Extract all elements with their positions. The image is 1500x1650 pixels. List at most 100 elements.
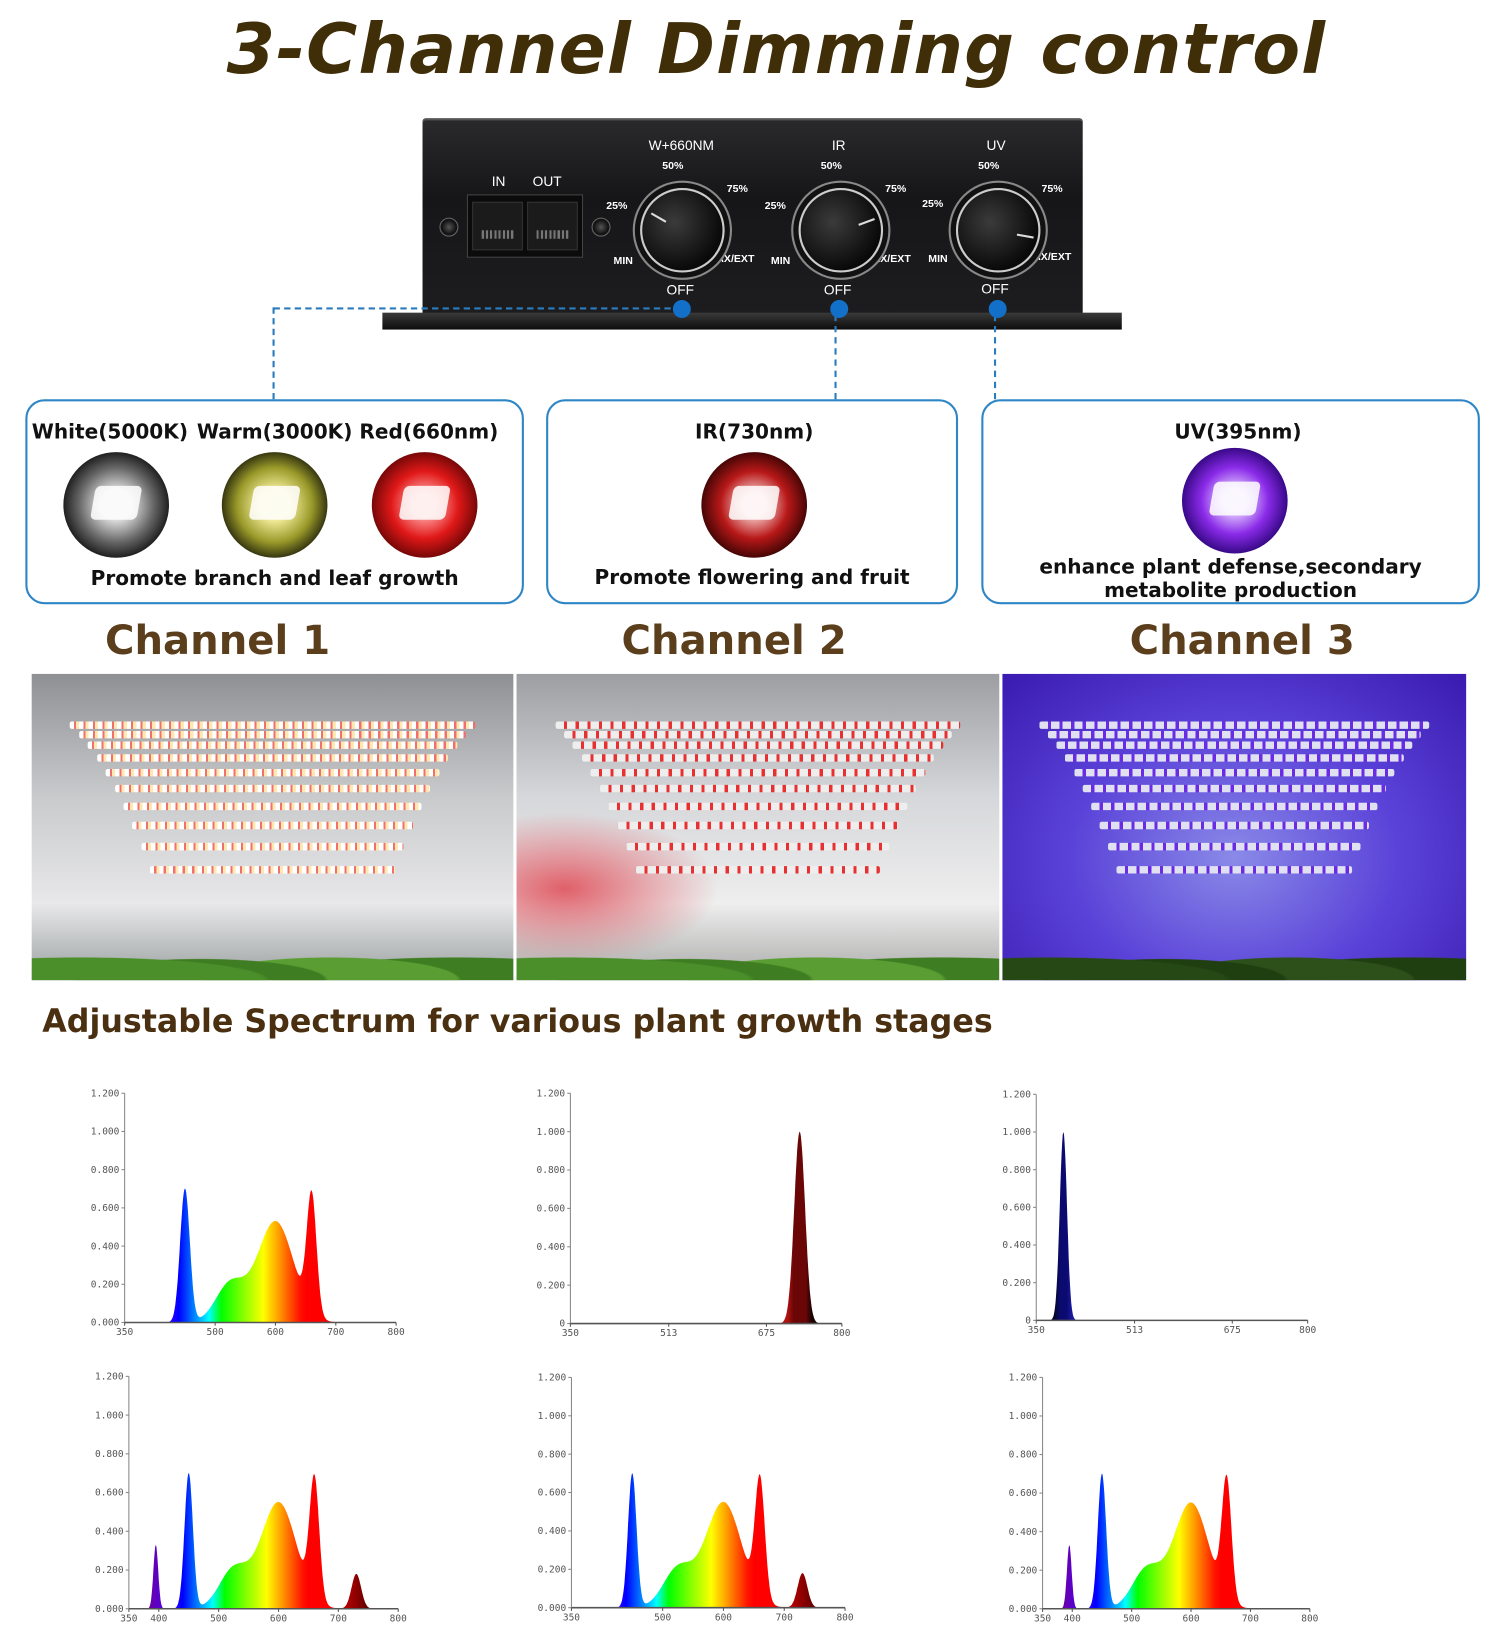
screw-icon — [439, 217, 459, 237]
x-tick-label: 675 — [1224, 1325, 1241, 1336]
x-tick-label: 350 — [563, 1612, 580, 1623]
x-tick-label: 350 — [562, 1328, 579, 1339]
y-tick-label: 1.200 — [538, 1373, 567, 1384]
y-tick-label: 1.000 — [537, 1127, 566, 1138]
tick-75: 75% — [885, 183, 907, 196]
y-tick-label: 1.200 — [91, 1088, 120, 1099]
y-tick-label: 0.200 — [1002, 1278, 1031, 1289]
y-tick-label: 1.000 — [538, 1411, 567, 1422]
channel-2-heading: Channel 2 — [621, 616, 847, 664]
y-tick-label: 0.800 — [538, 1449, 567, 1460]
light-bar — [70, 721, 475, 729]
connector-dot — [988, 299, 1007, 318]
port-out[interactable] — [527, 201, 578, 251]
tick-off: OFF — [823, 282, 852, 298]
y-tick-label: 0 — [559, 1319, 565, 1330]
spectrum-area — [571, 1473, 846, 1608]
y-tick-label: 0.200 — [91, 1279, 120, 1290]
light-bar — [79, 730, 466, 739]
light-bar — [88, 741, 458, 750]
light-bar — [564, 730, 952, 739]
channel-3-photo — [1002, 673, 1467, 981]
y-tick-label: 0.000 — [538, 1603, 567, 1614]
plants — [1002, 927, 1467, 981]
y-tick-label: 0.000 — [1009, 1604, 1038, 1615]
channel-description: Promote branch and leaf growth — [90, 567, 459, 591]
y-tick-label: 1.200 — [537, 1088, 566, 1099]
spectrum-area — [128, 1472, 399, 1609]
y-tick-label: 0.200 — [1009, 1565, 1038, 1576]
tick-off: OFF — [981, 280, 1009, 297]
channel-2-card: IR(730nm) Promote flowering and fruit — [546, 399, 959, 605]
tick-50: 50% — [820, 160, 842, 173]
x-tick-label: 600 — [715, 1612, 732, 1623]
knob-label: IR — [831, 137, 846, 154]
led-label-white: White(5000K) — [31, 420, 188, 444]
tick-max: MAX/EXT — [1024, 251, 1072, 264]
light-bar — [581, 754, 934, 762]
port-label-out: OUT — [532, 173, 562, 190]
warm-led-icon — [221, 452, 328, 558]
light-bar — [617, 821, 899, 830]
y-tick-label: 0 — [1025, 1316, 1031, 1327]
led-label-uv: UV(395nm) — [1174, 420, 1302, 444]
light-bar — [1108, 843, 1361, 851]
knob-ir[interactable] — [798, 188, 884, 273]
light-bar — [1099, 821, 1370, 830]
x-tick-label: 800 — [833, 1328, 850, 1339]
channel-3-card: UV(395nm) enhance plant defense,secondar… — [981, 399, 1480, 605]
y-tick-label: 1.200 — [1002, 1089, 1031, 1100]
x-tick-label: 800 — [388, 1327, 405, 1338]
port-label-in: IN — [491, 173, 506, 190]
tick-75: 75% — [1041, 183, 1063, 196]
light-bar — [114, 784, 431, 793]
x-tick-label: 500 — [207, 1327, 224, 1338]
y-tick-label: 1.000 — [1009, 1411, 1038, 1422]
light-bar — [96, 754, 449, 762]
red-led-icon — [371, 452, 478, 558]
x-tick-label: 700 — [776, 1612, 793, 1623]
light-bar — [1082, 784, 1387, 793]
x-tick-label: 800 — [1301, 1613, 1318, 1624]
x-tick-label: 675 — [758, 1328, 775, 1339]
y-tick-label: 0.400 — [95, 1526, 124, 1537]
ir-led-icon — [701, 452, 808, 558]
channel-1-heading: Channel 1 — [105, 616, 331, 664]
spectrum-chart-channel-1-2: 0.000 0.200 0.400 0.600 0.800 1.000 1.200 350 50… — [538, 1373, 854, 1624]
tick-off: OFF — [666, 282, 694, 298]
y-tick-label: 1.200 — [95, 1372, 124, 1383]
spectrum-chart-channel-1-3: 0.000 0.200 0.400 0.600 0.800 1.000 1.200 350 40… — [1009, 1373, 1319, 1625]
light-bar — [150, 865, 395, 874]
x-tick-label: 500 — [210, 1613, 227, 1624]
led-label-ir: IR(730nm) — [695, 420, 814, 444]
y-tick-label: 1.200 — [1009, 1373, 1038, 1384]
port-in[interactable] — [472, 201, 523, 251]
spectrum-area — [570, 1131, 842, 1324]
y-tick-label: 1.000 — [91, 1127, 120, 1138]
light-bar — [1048, 730, 1421, 739]
y-tick-label: 0.400 — [1009, 1527, 1038, 1538]
knob-w660[interactable] — [640, 188, 725, 273]
y-tick-label: 0.600 — [91, 1203, 120, 1214]
y-tick-label: 1.000 — [95, 1410, 124, 1421]
y-tick-label: 0.600 — [538, 1488, 567, 1499]
y-tick-label: 0.200 — [95, 1565, 124, 1576]
light-bar — [572, 741, 943, 750]
connector-dot — [672, 299, 691, 318]
led-label-warm: Warm(3000K) — [196, 420, 353, 444]
y-tick-label: 0.200 — [537, 1280, 566, 1291]
screw-icon — [591, 217, 611, 237]
channel-description: Promote flowering and fruit — [594, 566, 910, 590]
connector-line — [834, 314, 837, 400]
light-fixture — [555, 721, 961, 911]
connector-line — [993, 314, 997, 400]
x-tick-label: 800 — [390, 1613, 407, 1624]
spectrum-chart-all-channels: 0.000 0.200 0.400 0.600 0.800 1.000 1.200 350 40… — [95, 1372, 407, 1625]
white-led-icon — [63, 452, 170, 558]
knob-uv[interactable] — [955, 188, 1041, 273]
x-tick-label: 700 — [1242, 1613, 1259, 1624]
light-bar — [1116, 865, 1352, 874]
uv-led-icon — [1181, 447, 1288, 554]
